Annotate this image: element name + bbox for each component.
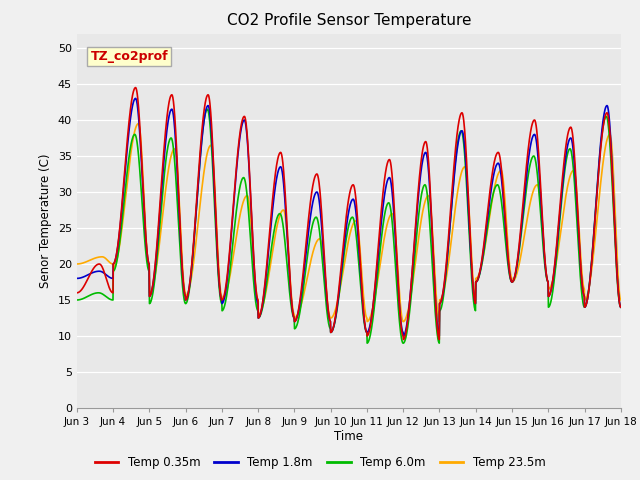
Temp 23.5m xyxy=(134,121,142,127)
Temp 1.8m xyxy=(502,228,509,233)
Temp 1.8m xyxy=(323,299,331,305)
Temp 23.5m xyxy=(602,145,609,151)
Temp 6.0m xyxy=(73,297,81,303)
Temp 0.35m xyxy=(100,270,108,276)
Temp 0.35m xyxy=(602,112,609,118)
Temp 1.8m xyxy=(132,96,140,101)
Temp 6.0m xyxy=(602,114,609,120)
Temp 6.0m xyxy=(204,107,211,112)
Temp 6.0m xyxy=(100,292,108,298)
Temp 6.0m xyxy=(323,311,331,316)
Temp 6.0m xyxy=(399,340,407,346)
Temp 0.35m xyxy=(338,259,346,265)
Temp 23.5m xyxy=(602,144,609,149)
Temp 1.8m xyxy=(617,304,625,310)
Temp 0.35m xyxy=(502,223,509,228)
Temp 0.35m xyxy=(132,85,140,91)
Temp 23.5m xyxy=(617,297,625,303)
Temp 23.5m xyxy=(338,277,346,283)
Temp 0.35m xyxy=(323,297,331,302)
Temp 0.35m xyxy=(399,336,407,342)
Temp 23.5m xyxy=(399,319,407,324)
Line: Temp 23.5m: Temp 23.5m xyxy=(77,124,621,322)
Temp 6.0m xyxy=(617,304,625,310)
Temp 23.5m xyxy=(502,208,509,214)
Temp 1.8m xyxy=(100,271,108,276)
Temp 0.35m xyxy=(602,113,609,119)
Temp 1.8m xyxy=(602,106,609,111)
Temp 6.0m xyxy=(502,240,509,246)
Temp 23.5m xyxy=(100,255,108,261)
Title: CO2 Profile Sensor Temperature: CO2 Profile Sensor Temperature xyxy=(227,13,471,28)
Temp 1.8m xyxy=(602,105,609,110)
Temp 23.5m xyxy=(323,297,331,302)
Temp 1.8m xyxy=(338,266,346,272)
X-axis label: Time: Time xyxy=(334,430,364,443)
Line: Temp 6.0m: Temp 6.0m xyxy=(77,109,621,343)
Y-axis label: Senor Temperature (C): Senor Temperature (C) xyxy=(39,154,52,288)
Temp 6.0m xyxy=(338,272,346,277)
Temp 0.35m xyxy=(73,290,81,296)
Line: Temp 0.35m: Temp 0.35m xyxy=(77,88,621,339)
Temp 0.35m xyxy=(617,304,625,310)
Temp 6.0m xyxy=(602,115,609,120)
Legend: Temp 0.35m, Temp 1.8m, Temp 6.0m, Temp 23.5m: Temp 0.35m, Temp 1.8m, Temp 6.0m, Temp 2… xyxy=(90,452,550,474)
Temp 1.8m xyxy=(73,276,81,281)
Temp 1.8m xyxy=(399,333,407,339)
Line: Temp 1.8m: Temp 1.8m xyxy=(77,98,621,336)
Temp 23.5m xyxy=(73,261,81,267)
Text: TZ_co2prof: TZ_co2prof xyxy=(90,50,168,63)
